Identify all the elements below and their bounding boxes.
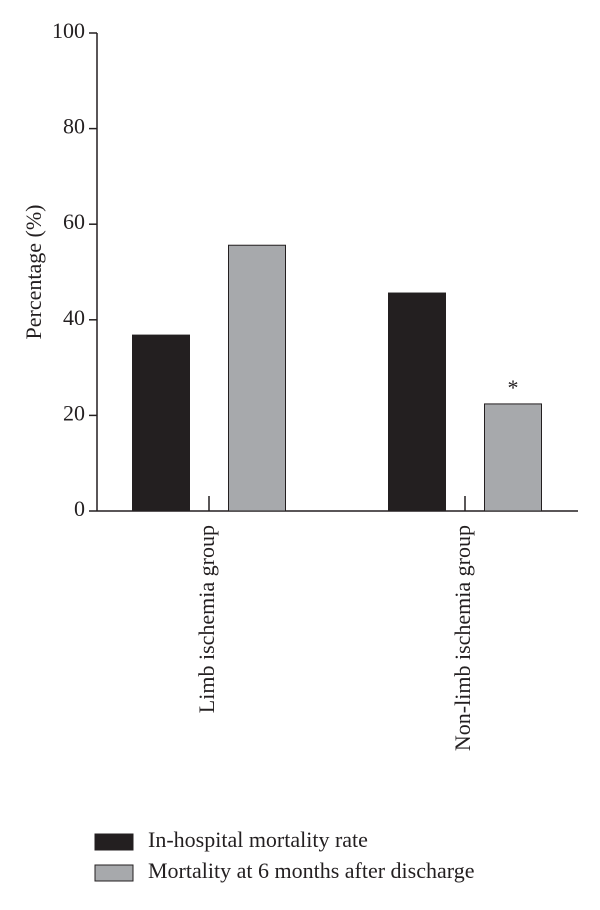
bar: [228, 244, 286, 512]
legend-swatch: [94, 864, 134, 882]
y-tick-label: 40: [63, 305, 85, 330]
annotation: *: [508, 375, 519, 400]
y-tick-label: 20: [63, 400, 85, 425]
x-tick-label: Non-limb ischemia group: [450, 525, 475, 751]
y-tick-label: 100: [52, 18, 85, 43]
y-axis-label: Percentage (%): [21, 205, 46, 340]
legend-label: Mortality at 6 months after discharge: [148, 858, 474, 883]
legend-label: In-hospital mortality rate: [148, 827, 368, 852]
y-tick-label: 0: [74, 496, 85, 521]
y-tick-label: 80: [63, 114, 85, 139]
bar: [132, 334, 190, 512]
legend-swatch: [94, 833, 134, 851]
bar: [388, 292, 446, 512]
x-tick-label: Limb ischemia group: [194, 525, 219, 713]
y-tick-label: 60: [63, 209, 85, 234]
bar: [484, 403, 542, 512]
